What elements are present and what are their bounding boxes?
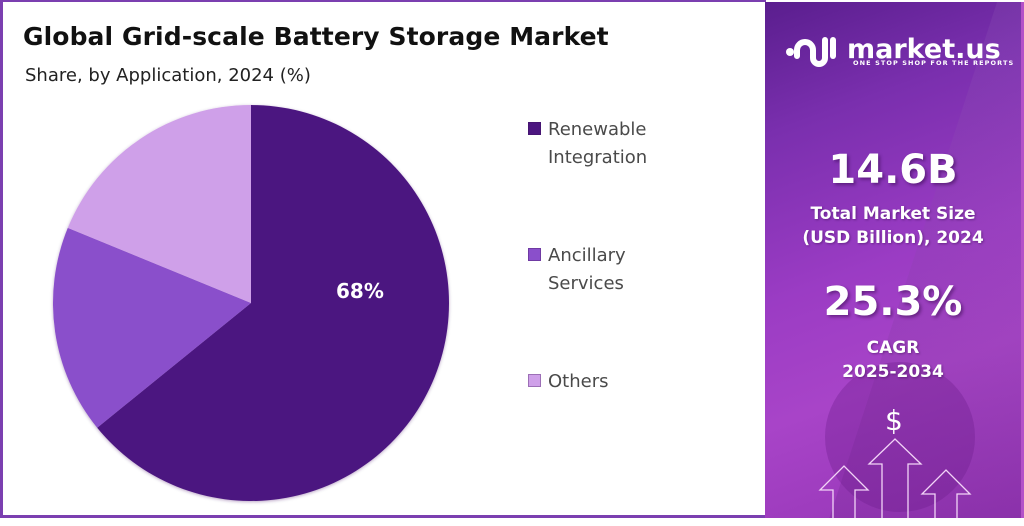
dollar-icon: $ xyxy=(885,404,903,437)
legend-item-ancillary-services: Ancillary Services xyxy=(528,242,708,298)
legend-item-renewable-integration: Renewable Integration xyxy=(528,116,708,172)
brand-logo: market.us xyxy=(785,32,1001,68)
market-size-value: 14.6B xyxy=(828,147,958,193)
panel-background-circle xyxy=(825,362,975,512)
chart-title: Global Grid-scale Battery Storage Market xyxy=(23,22,609,51)
legend-swatch-icon xyxy=(528,248,541,261)
pie-slice-renewable-integration xyxy=(97,105,449,502)
chart-subtitle: Share, by Application, 2024 (%) xyxy=(25,65,311,86)
slice-value-label: 68% xyxy=(336,279,384,303)
market-size-caption-line1: Total Market Size xyxy=(810,204,976,224)
legend-swatch-icon xyxy=(528,374,541,387)
legend-label: Renewable Integration xyxy=(548,116,708,172)
legend-label-line1: Renewable xyxy=(548,119,647,140)
legend-label-line2: Integration xyxy=(548,147,648,168)
cagr-value: 25.3% xyxy=(823,279,963,325)
legend-swatch-icon xyxy=(528,122,541,135)
cagr-caption-line2: 2025-2034 xyxy=(842,362,944,382)
pie-slice-others xyxy=(67,105,251,303)
legend-item-others: Others xyxy=(528,368,708,396)
legend-label-line1: Ancillary xyxy=(548,245,626,266)
stats-panel: market.us ONE STOP SHOP FOR THE REPORTS … xyxy=(765,2,1024,518)
legend-label-line2: Services xyxy=(548,273,624,294)
brand-name: market.us xyxy=(847,34,1001,65)
pie-slice-ancillary-services xyxy=(53,227,252,428)
pie-chart: 68% xyxy=(53,105,449,502)
market-size-caption-line2: (USD Billion), 2024 xyxy=(802,228,984,248)
cagr-caption-line1: CAGR xyxy=(866,338,920,358)
growth-arrows-icon xyxy=(818,438,972,518)
legend-label: Others xyxy=(548,368,708,396)
market-us-logo-icon xyxy=(786,37,836,67)
legend-label: Ancillary Services xyxy=(548,242,708,298)
brand-tagline: ONE STOP SHOP FOR THE REPORTS xyxy=(853,59,1015,67)
legend-label-line1: Others xyxy=(548,371,609,392)
